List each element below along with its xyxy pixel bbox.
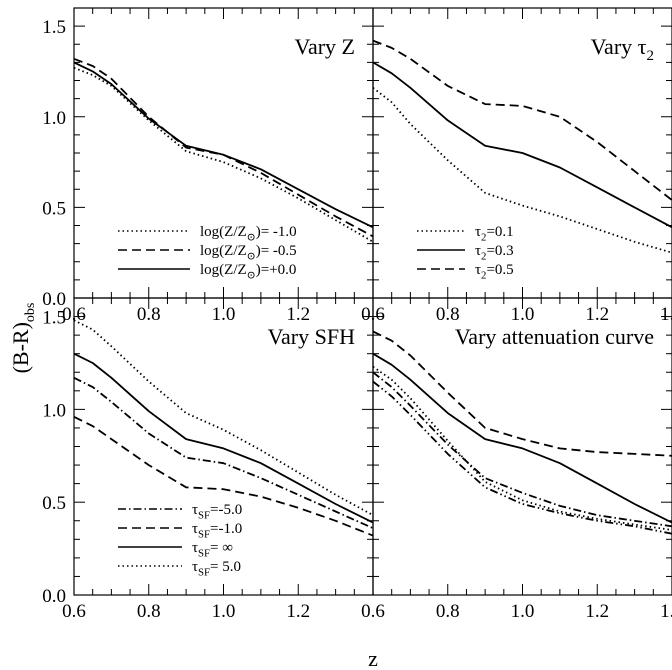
panel-frame	[372, 297, 672, 596]
legend-label: τ2=0.3	[475, 243, 514, 263]
panels-group: 0.6 0.8 1.0 1.2 0.0 0.5 1.0 1.5 Vary Z log(Z/Z⊙)=…	[42, 7, 672, 622]
panel-3: 0.6 0.8 1.0 1.2 0.0 0.5 1.0 1.5 Vary SFH τSF=-5.0…	[42, 297, 374, 622]
series-line-1	[372, 87, 672, 254]
panel-title: Vary SFH	[268, 324, 356, 349]
series-line-2	[372, 352, 672, 524]
x-tick-label: 0.8	[137, 601, 161, 622]
series-line-3	[73, 61, 374, 229]
y-tick-label: 0.5	[42, 493, 66, 514]
legend-label: log(Z/Z⊙)= -0.5	[200, 243, 297, 263]
x-tick-label: 0.6	[62, 601, 86, 622]
x-tick-label: 0.8	[436, 304, 460, 325]
legend-label: τSF=-5.0	[192, 502, 242, 522]
x-axis-label: z	[368, 646, 378, 670]
panel-title: Vary Z	[295, 34, 355, 59]
x-tick-label: 0.8	[436, 601, 460, 622]
series-line-2	[73, 57, 374, 238]
y-tick-label: 1.5	[42, 308, 66, 329]
y-tick-label: 0.0	[42, 586, 66, 607]
panel-4: 0.6 0.8 1.0 1.2 1.4 Vary attenuation curve	[361, 297, 672, 622]
x-tick-label: 1.2	[286, 304, 310, 325]
series-line-4	[372, 371, 672, 528]
series-line-3	[372, 39, 672, 201]
y-tick-label: 1.5	[42, 17, 66, 38]
series-line-3	[73, 352, 374, 524]
legend-label: τSF= ∞	[192, 540, 233, 560]
series-line-2	[372, 61, 672, 229]
x-tick-label: 1.0	[212, 304, 236, 325]
x-tick-label: 0.6	[361, 601, 385, 622]
legend-label: τSF= 5.0	[192, 559, 241, 579]
legend-label: log(Z/Z⊙)= -1.0	[200, 224, 297, 244]
y-tick-label: 1.0	[42, 400, 66, 421]
series-line-1	[372, 330, 672, 457]
y-tick-label: 0.5	[42, 198, 66, 219]
y-axis-label: (B-R)obs	[8, 303, 38, 374]
series-line-4	[73, 319, 374, 516]
panel-title: Vary attenuation curve	[455, 324, 654, 349]
y-tick-label: 0.0	[42, 289, 66, 310]
series-line-2	[73, 415, 374, 537]
x-tick-label: 1.4	[660, 304, 672, 325]
panel-title: Vary τ2	[591, 34, 654, 64]
x-tick-label: 1.2	[585, 304, 609, 325]
x-tick-label: 1.2	[585, 601, 609, 622]
y-tick-label: 1.0	[42, 108, 66, 129]
legend-label: τ2=0.5	[475, 262, 514, 282]
x-tick-label: 1.0	[511, 304, 535, 325]
series-line-5	[372, 380, 672, 535]
legend-label: τSF=-1.0	[192, 521, 242, 541]
x-tick-label: 0.8	[137, 304, 161, 325]
x-tick-label: 1.0	[511, 601, 535, 622]
legend-label: log(Z/Z⊙)=+0.0	[200, 262, 296, 282]
x-tick-label: 1.4	[660, 601, 672, 622]
legend-label: τ2=0.1	[475, 224, 514, 244]
x-tick-label: 1.2	[286, 601, 310, 622]
x-tick-label: 1.0	[212, 601, 236, 622]
series-line-1	[73, 376, 374, 530]
series-line-1	[73, 66, 374, 243]
